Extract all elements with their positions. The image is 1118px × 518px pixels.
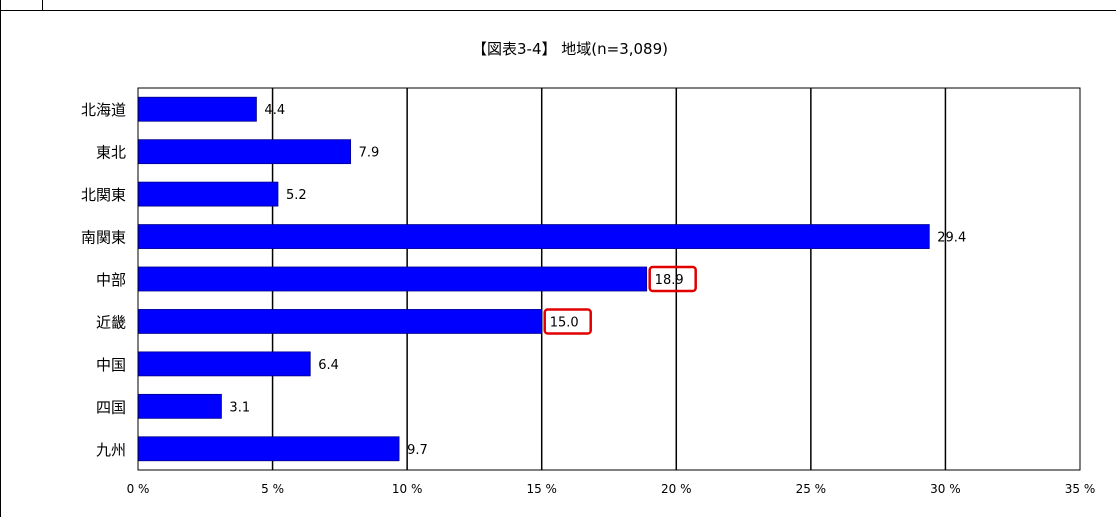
bars [137,96,930,462]
bar [137,436,400,462]
bar [137,266,648,292]
x-tick-label: 5 % [261,482,284,496]
category-label: 九州 [96,441,126,459]
bar [137,139,352,165]
highlight-box [543,308,592,335]
category-label: 東北 [96,144,126,162]
value-label: 9.7 [407,443,428,458]
category-label: 中部 [96,271,126,289]
value-label: 29.4 [937,231,966,246]
value-label: 18.9 [655,273,684,288]
category-label: 北海道 [81,101,126,119]
plot-area-border [137,87,1081,471]
bar [137,224,930,249]
x-tick-label: 10 % [392,482,423,496]
category-label: 近畿 [96,313,126,331]
x-tick-label: 30 % [930,482,961,496]
category-label: 北関東 [81,186,126,204]
x-tick-label: 15 % [526,482,557,496]
value-labels: 4.4 7.9 5.2 29.4 18.9 15.0 6.4 3.1 9.7 [229,103,966,458]
bar [137,351,311,377]
value-label: 6.4 [318,358,339,373]
x-tick-label: 25 % [796,482,827,496]
chart-title: 【図表3-4】 地域(n=3,089) [472,40,668,58]
x-tick-label: 35 % [1065,482,1096,496]
category-label: 南関東 [81,229,126,247]
category-label: 四国 [96,398,126,416]
bar [137,96,257,122]
bar [137,181,279,207]
bar [137,393,222,419]
x-tick-labels: 0 % 5 % 10 % 15 % 20 % 25 % 30 % 35 % [127,482,1096,496]
highlight-box [648,265,697,293]
bar-chart: 【図表3-4】 地域(n=3,089) 北海道東北北関東南関東中部近畿中国四国九… [81,40,1096,496]
x-tick-label: 20 % [661,482,692,496]
category-label: 中国 [96,356,126,374]
bar [137,309,543,334]
value-label: 4.4 [264,103,285,118]
value-label: 5.2 [286,188,307,203]
value-label: 3.1 [229,400,250,415]
x-tick-label: 0 % [127,482,150,496]
chart-frame: 【図表3-4】 地域(n=3,089) 北海道東北北関東南関東中部近畿中国四国九… [0,10,1116,517]
value-label: 15.0 [550,315,579,330]
value-label: 7.9 [359,146,380,161]
